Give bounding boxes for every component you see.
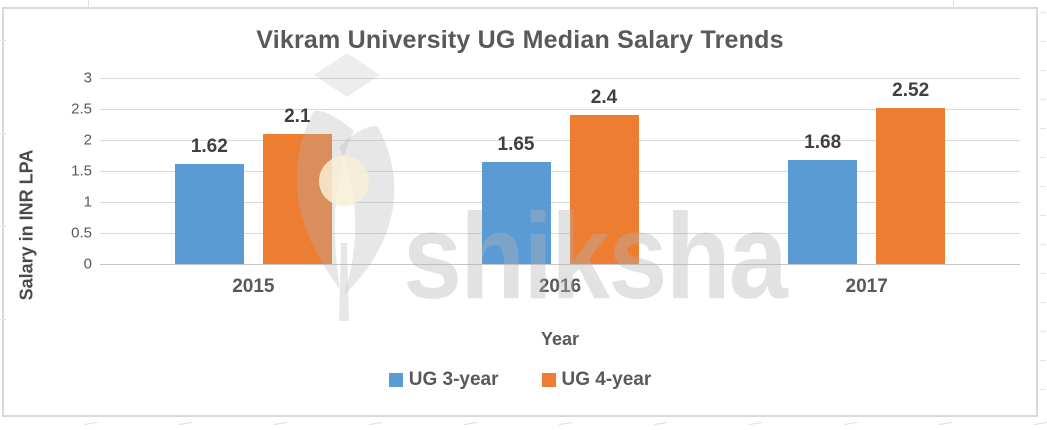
sheet-gridline-mark	[1040, 302, 1046, 303]
sheet-gridline-mark	[1040, 389, 1046, 390]
y-tick-label: 0.5	[71, 224, 92, 242]
legend-swatch-blue-icon	[388, 373, 403, 387]
sheet-gridline-mark	[1040, 244, 1046, 245]
bar-ug-3-year	[481, 161, 551, 264]
sheet-gridline-mark	[1040, 41, 1046, 42]
sheet-gridline-mark	[0, 40, 6, 41]
y-tick-label: 3	[83, 69, 92, 87]
data-label: 1.68	[804, 131, 842, 153]
sheet-gridline-mark	[1040, 157, 1046, 158]
plot-area: 0 0.5 1 1.5 2 2.5 3 1.62 2.1 2015 1.65 2.4 2016 1.68 2…	[71, 71, 1020, 297]
sheet-gridline-mark	[88, 0, 89, 7]
x-tick-label: 2016	[538, 276, 582, 297]
sheet-gridline-mark	[1040, 273, 1046, 274]
sheet-gridline-mark	[1040, 70, 1046, 71]
bar-ug-4-year	[876, 107, 946, 264]
legend-label-ug-3-year: UG 3-year	[408, 369, 499, 390]
sheet-gridline-mark	[939, 421, 952, 426]
bar-ug-4-year	[569, 115, 639, 264]
chart-frame: Vikram University UG Median Salary Trend…	[2, 7, 1038, 417]
sheet-gridline-mark	[179, 421, 192, 426]
sheet-gridline-mark	[654, 421, 667, 426]
sheet-gridline-mark	[0, 226, 6, 227]
data-label: 2.1	[284, 105, 311, 127]
bar-ug-4-year	[262, 133, 332, 264]
y-tick-label: 0	[83, 255, 92, 273]
y-tick-label: 2	[83, 131, 92, 149]
sheet-gridline-mark	[749, 421, 762, 426]
sheet-gridline-mark	[1040, 12, 1046, 13]
legend-item-ug-4-year: UG 4-year	[541, 369, 652, 391]
x-tick-label: 2017	[845, 276, 888, 297]
gridline	[100, 264, 1020, 265]
y-tick-label: 1	[83, 193, 92, 211]
sheet-gridline-mark	[369, 421, 382, 426]
data-label: 1.62	[190, 135, 228, 157]
data-label: 1.65	[497, 133, 535, 155]
y-tick-label: 1.5	[71, 162, 92, 180]
x-tick-label: 2015	[232, 276, 275, 297]
y-tick-label: 2.5	[71, 100, 92, 118]
gridline	[100, 202, 1020, 203]
bar-ug-3-year	[788, 159, 858, 264]
sheet-gridline-mark	[0, 319, 6, 320]
data-label: 2.4	[590, 87, 618, 109]
sheet-gridline-mark	[1040, 99, 1046, 100]
sheet-gridline-mark	[0, 133, 6, 134]
sheet-gridline-mark	[1040, 128, 1046, 129]
sheet-gridline-mark	[1040, 215, 1046, 216]
sheet-gridline-mark	[274, 421, 287, 426]
data-label: 2.52	[892, 79, 930, 101]
gridline	[100, 171, 1020, 172]
sheet-gridline-mark	[1040, 186, 1046, 187]
gridline	[100, 233, 1020, 234]
sheet-gridline-mark	[1034, 421, 1047, 426]
sheet-gridline-mark	[1040, 331, 1046, 332]
legend-swatch-orange-icon	[541, 373, 556, 387]
sheet-gridline-mark	[84, 421, 97, 426]
chart-title: Vikram University UG Median Salary Trend…	[256, 26, 784, 54]
legend-label-ug-4-year: UG 4-year	[561, 369, 652, 390]
sheet-gridline-mark	[1040, 360, 1046, 361]
sheet-gridline-mark	[559, 421, 572, 426]
sheet-gridline-mark	[464, 421, 477, 426]
gridline	[100, 78, 1020, 79]
bar-ug-3-year	[174, 163, 244, 264]
sheet-gridline-mark	[844, 421, 857, 426]
legend: UG 3-year UG 4-year	[4, 369, 1036, 391]
x-axis-title: Year	[540, 329, 580, 349]
y-axis-title: Salary in INR LPA	[16, 149, 37, 301]
gridline	[100, 109, 1020, 110]
legend-item-ug-3-year: UG 3-year	[388, 369, 499, 391]
sheet-gridline-mark	[953, 0, 954, 7]
gridline	[100, 140, 1020, 141]
